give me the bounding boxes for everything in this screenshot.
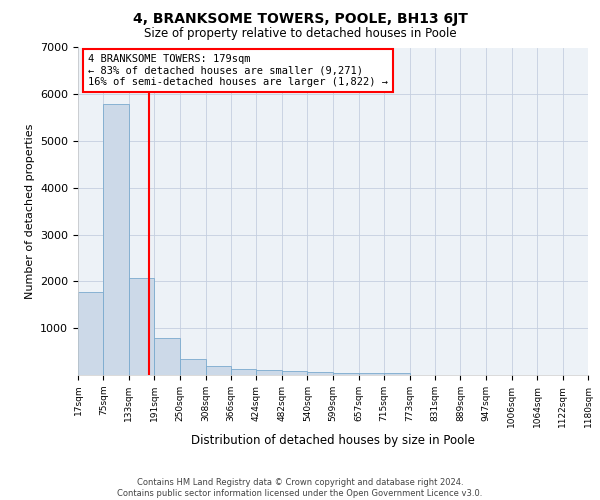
Text: 4 BRANKSOME TOWERS: 179sqm
← 83% of detached houses are smaller (9,271)
16% of s: 4 BRANKSOME TOWERS: 179sqm ← 83% of deta… (88, 54, 388, 87)
Bar (129, 278, 154, 375)
Bar (103, 104, 129, 375)
Bar (333, 372, 359, 375)
Bar (282, 372, 307, 375)
Bar (384, 372, 410, 375)
Bar (307, 372, 333, 375)
Bar (180, 359, 206, 375)
Text: 4, BRANKSOME TOWERS, POOLE, BH13 6JT: 4, BRANKSOME TOWERS, POOLE, BH13 6JT (133, 12, 467, 26)
Bar (359, 372, 384, 375)
Bar (256, 370, 282, 375)
Bar (231, 370, 256, 375)
Text: Contains HM Land Registry data © Crown copyright and database right 2024.
Contai: Contains HM Land Registry data © Crown c… (118, 478, 482, 498)
Bar (154, 338, 180, 375)
Y-axis label: Number of detached properties: Number of detached properties (25, 124, 35, 299)
Bar (206, 366, 231, 375)
Text: Size of property relative to detached houses in Poole: Size of property relative to detached ho… (143, 28, 457, 40)
X-axis label: Distribution of detached houses by size in Poole: Distribution of detached houses by size … (191, 434, 475, 447)
Bar (78, 292, 103, 375)
